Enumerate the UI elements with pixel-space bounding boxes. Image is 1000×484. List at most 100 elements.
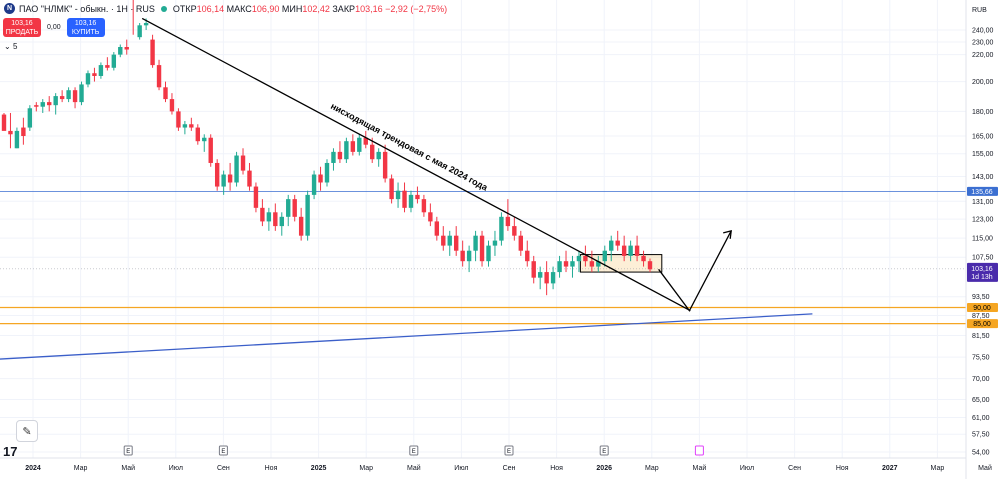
symbol-header[interactable]: N ПАО "НЛМК" - обыкн. · 1Н · RUS ОТКР106… [4, 3, 447, 14]
time-axis[interactable]: 2024 Мар Май Июл Сен Ноя 2025 Мар Май Июл Сен Ноя 20… [0, 445, 992, 472]
ohlc-open-value: 106,14 [196, 3, 225, 14]
buy-button[interactable]: 103,16 КУПИТЬ [66, 18, 105, 37]
candle-body [570, 261, 575, 267]
buy-price: 103,16 [74, 20, 97, 27]
candle-body [531, 261, 536, 278]
y-tick-label: 107,50 [972, 255, 994, 262]
x-tick-label: Июл [169, 465, 183, 472]
price-axis[interactable]: RUB 240,00 230,00 220,00 200,00 180,00 165,00 1… [965, 0, 1000, 479]
x-tick-label: Ноя [550, 465, 563, 472]
candle-body [518, 235, 523, 251]
candle-body [344, 141, 349, 160]
y-tick-label: 180,00 [972, 109, 994, 116]
candle-body [363, 137, 368, 145]
x-tick-label: 2024 [25, 465, 41, 472]
chevron-down-icon: ⌄ [4, 42, 11, 51]
sell-label: ПРОДАТЬ [5, 29, 39, 36]
candle-body [324, 162, 330, 183]
candle-body [486, 245, 491, 262]
candle-body [98, 65, 104, 76]
x-tick-label: Июл [454, 465, 468, 472]
candle-body [59, 96, 65, 100]
forecast-path [658, 230, 732, 312]
y-tick-label: 115,00 [972, 236, 993, 243]
ohlc-high-label: МАКС [226, 3, 252, 14]
long-uptrend-line [0, 313, 813, 360]
y-tick-label: 54,00 [972, 450, 990, 457]
candle-body [214, 162, 220, 187]
candle-body [357, 137, 362, 152]
candle-body [66, 90, 71, 100]
y-tick-label: 220,00 [972, 52, 994, 59]
tradingview-logo-icon[interactable]: 17 [3, 444, 18, 459]
candle-body [428, 212, 433, 222]
candle-body [8, 130, 13, 135]
horizontal-levels [0, 190, 966, 325]
y-tick-label: 230,00 [972, 40, 994, 47]
y-tick-label: 143,00 [972, 174, 994, 181]
candle-body [408, 194, 414, 208]
candle-body [169, 99, 175, 112]
x-tick-label: Сен [217, 465, 230, 472]
candle-body [292, 199, 297, 217]
y-tick-label: 155,00 [972, 151, 994, 158]
candle-body [1, 114, 7, 131]
sell-button[interactable]: 103,16 ПРОДАТЬ [3, 18, 41, 37]
ohlc-close-label: ЗАКР [332, 3, 356, 14]
candle-body [221, 174, 226, 187]
indicator-collapse[interactable]: ⌄ 5 [4, 42, 17, 51]
x-tick-label: Ноя [836, 465, 849, 472]
candle-body [40, 102, 45, 107]
candle-body [492, 240, 498, 246]
candle-body [563, 261, 569, 267]
candle-body [550, 272, 556, 284]
candle-body [602, 250, 607, 262]
downtrend-line [141, 17, 691, 312]
earnings-marker [123, 445, 133, 456]
x-tick-label: Июл [740, 465, 754, 472]
candle-body [176, 111, 181, 128]
candle-body [499, 216, 504, 241]
y-tick-label: 200,00 [972, 79, 994, 86]
candle-body [182, 124, 188, 128]
candle-body [156, 65, 162, 88]
candle-body [466, 250, 472, 262]
candle-body [583, 255, 588, 262]
candle-body [576, 255, 582, 262]
candle-body [14, 130, 20, 149]
x-tick-label: Май [693, 464, 707, 472]
symbol-title[interactable]: ПАО "НЛМК" - обыкн. · 1Н · RUS [19, 3, 155, 14]
x-tick-label: Май [121, 464, 135, 472]
earnings-marker-label: E [507, 449, 511, 455]
candle-body [143, 23, 149, 26]
candle-body [537, 272, 543, 278]
x-tick-label: Мар [74, 465, 88, 472]
candle-body [415, 194, 420, 200]
x-tick-label: Сен [503, 465, 516, 472]
pencil-icon[interactable]: ✎ [16, 420, 38, 442]
y-tick-label: 75,50 [972, 355, 990, 362]
candle-body [47, 102, 52, 106]
candle-body [85, 73, 91, 85]
ohlc-low-value: 102,42 [302, 3, 330, 14]
candle-body [260, 207, 265, 222]
candle-body [337, 151, 343, 160]
trade-panel: 103,16 ПРОДАТЬ 0,00 103,16 КУПИТЬ [3, 18, 105, 37]
ohlc-close-value: 103,16 [355, 3, 383, 14]
x-tick-label: Мар [931, 465, 945, 472]
candle-body [227, 174, 233, 183]
x-tick-label: Мар [359, 465, 373, 472]
y-tick-label: 57,50 [972, 432, 990, 439]
sell-price: 103,16 [11, 20, 33, 27]
forecast-arrowhead [723, 229, 732, 239]
currency-label: RUB [972, 7, 987, 14]
candle-body [279, 216, 284, 227]
y-tick-label: 131,00 [972, 199, 994, 206]
y-tick-label: 240,00 [972, 28, 994, 35]
earnings-marker-label: E [126, 449, 130, 455]
candle-body [247, 170, 252, 187]
candle-body [124, 47, 129, 50]
candle-body [382, 151, 388, 179]
